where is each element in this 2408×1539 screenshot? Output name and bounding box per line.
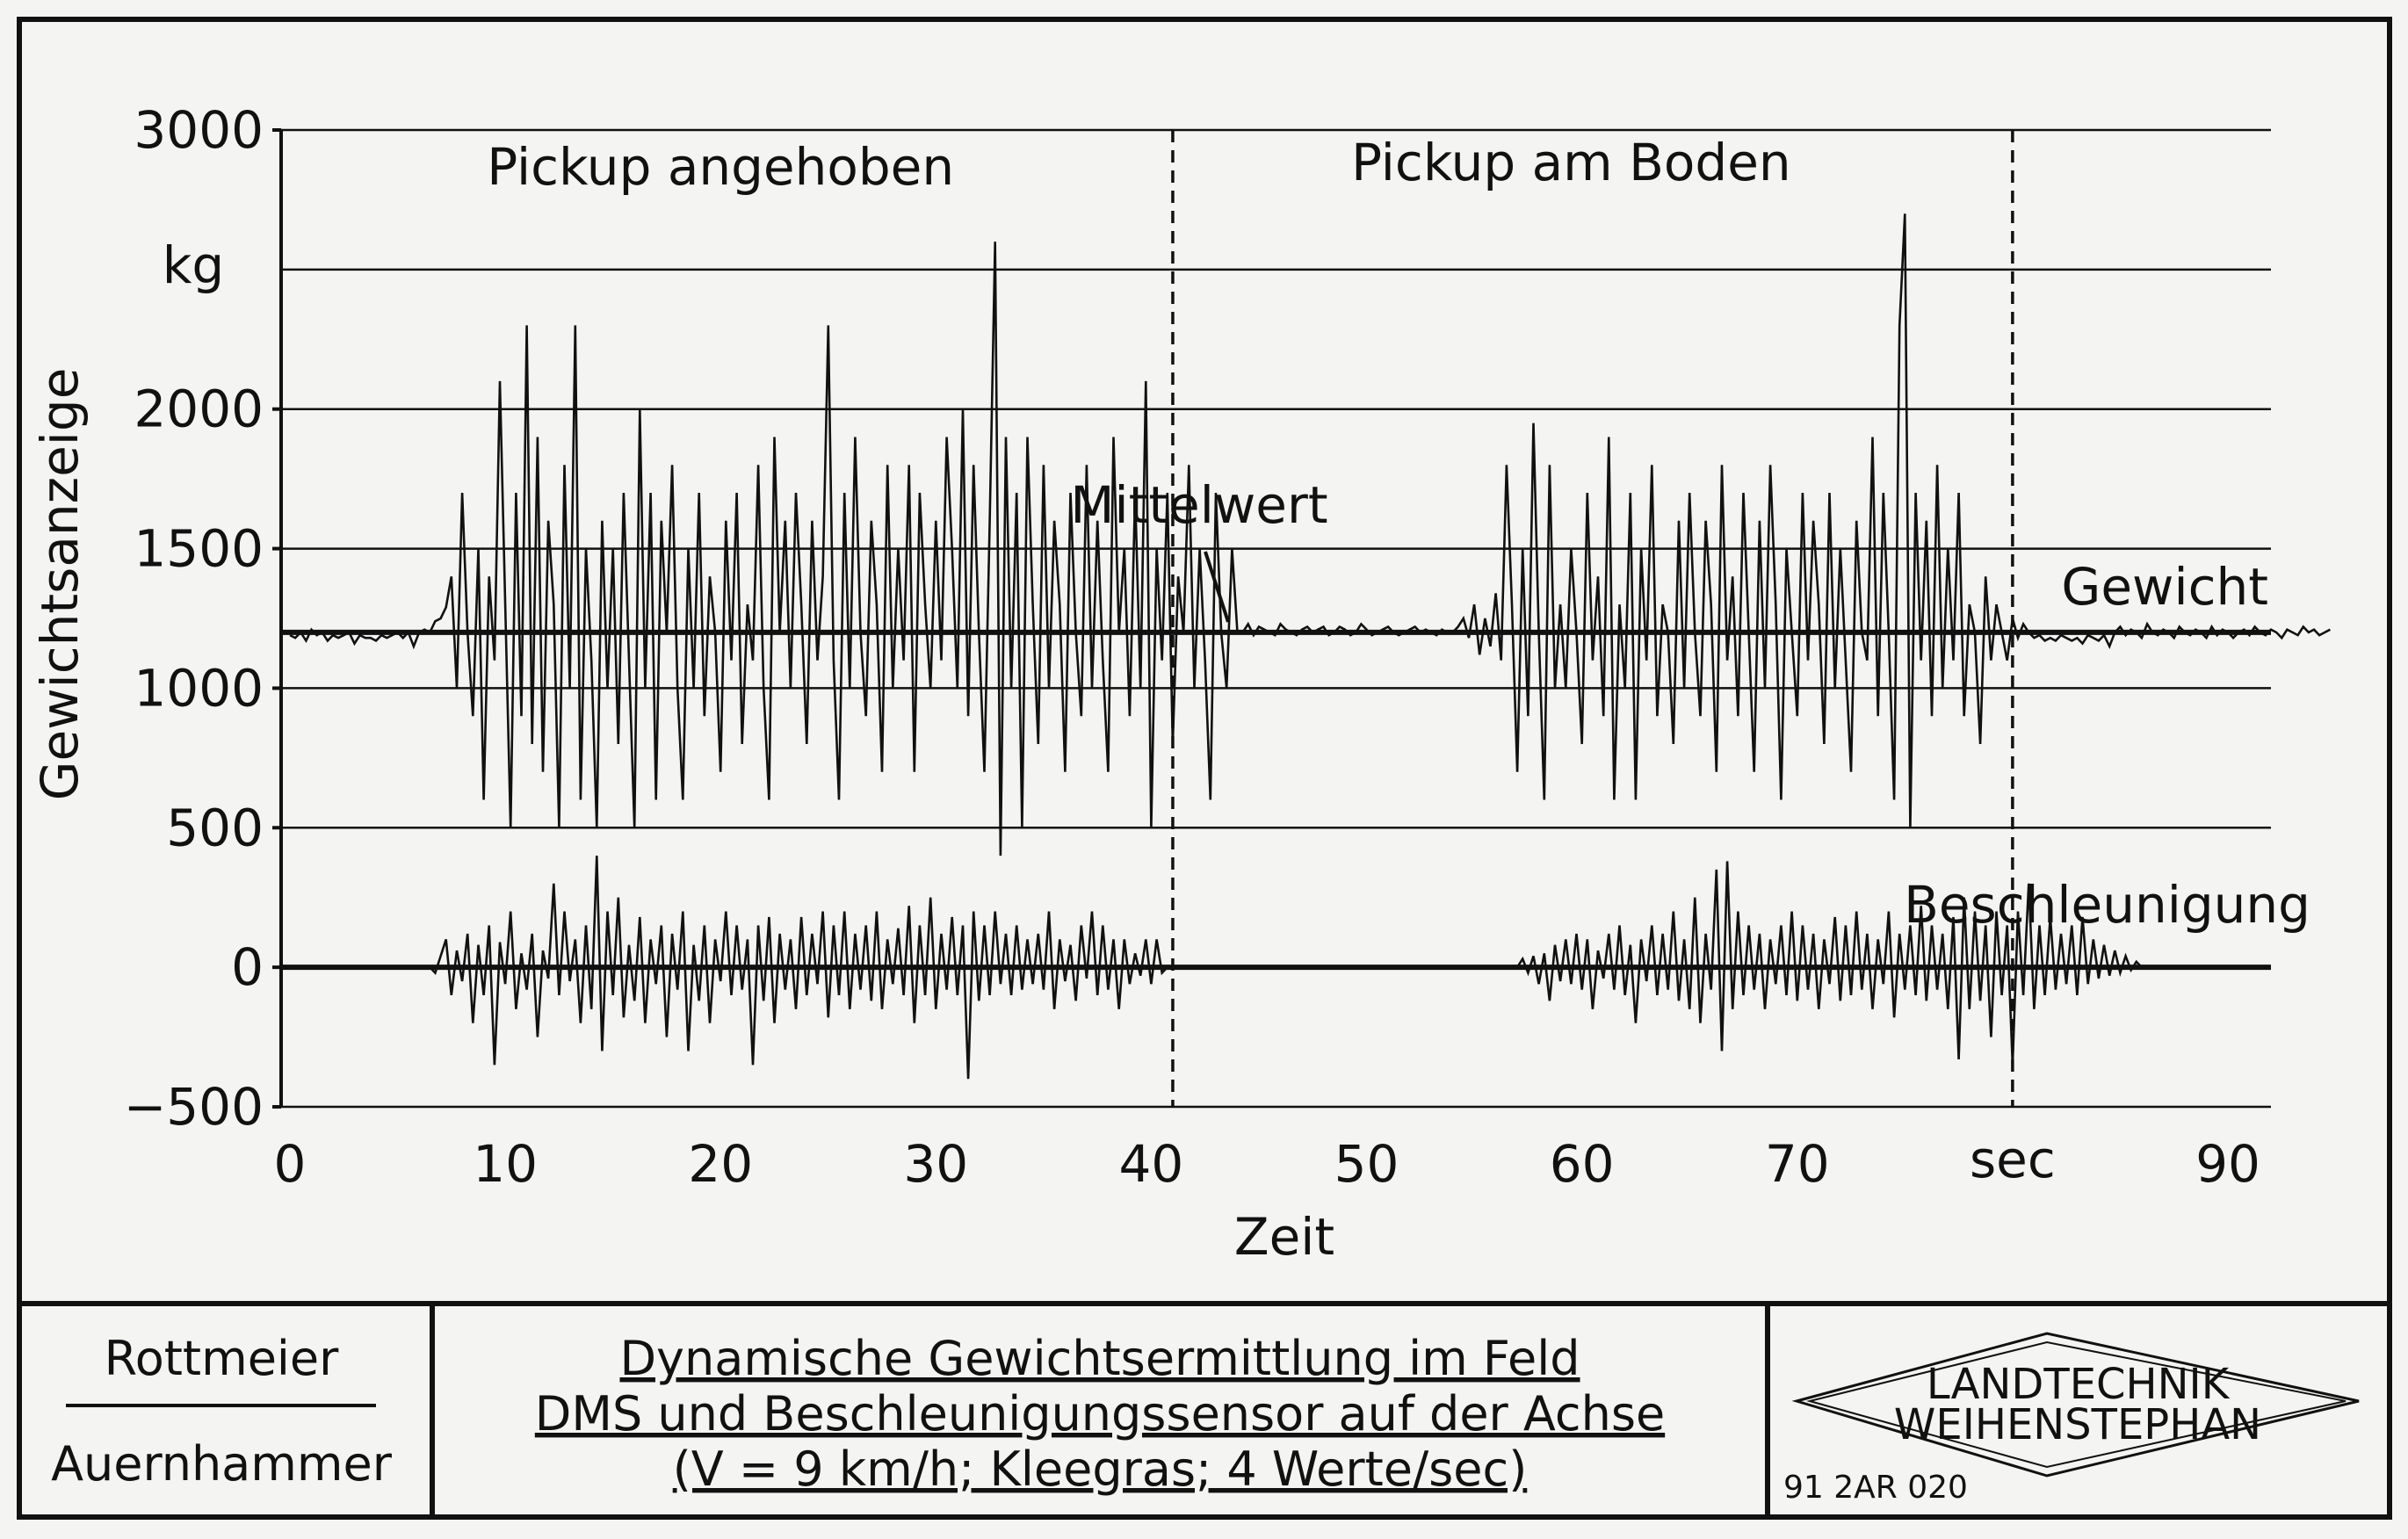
y-tick-label: 3000 xyxy=(134,100,264,160)
footer: Rottmeier Auernhammer Dynamische Gewicht… xyxy=(51,1304,2360,1517)
x-unit: sec xyxy=(1970,1130,2056,1189)
x-tick-label: 0 xyxy=(274,1134,307,1194)
title-line-1: Dynamische Gewichtsermittlung im Feld xyxy=(619,1331,1580,1386)
author-1: Rottmeier xyxy=(105,1331,340,1386)
series-group xyxy=(289,213,2332,1080)
logo-diamond xyxy=(1791,1332,2360,1478)
document-code: 91 2AR 020 xyxy=(1783,1470,1968,1506)
annotation-mittelwert: Mittelwert xyxy=(1070,475,1327,535)
y-ticks: 3000 2000 1500 1000 500 0 −500 xyxy=(124,100,281,1137)
x-tick-label: 20 xyxy=(688,1134,753,1194)
phase-dividers xyxy=(1171,130,2014,1107)
author-2: Auernhammer xyxy=(51,1436,393,1492)
mittelwert-pointer xyxy=(1204,551,1230,623)
title-line-3: (V = 9 km/h; Kleegras; 4 Werte/sec) xyxy=(673,1441,1528,1497)
logo-line-1: LANDTECHNIK xyxy=(1927,1360,2231,1409)
outer-border xyxy=(17,17,2392,1520)
series-line-gewicht xyxy=(289,213,2332,856)
x-tick-label: 70 xyxy=(1765,1134,1830,1194)
phase-label-pickup-am-boden: Pickup am Boden xyxy=(1351,133,1791,192)
phase-label-pickup-angehoben: Pickup angehoben xyxy=(487,137,954,197)
title-line-2: DMS und Beschleunigungssensor auf der Ac… xyxy=(535,1386,1665,1441)
annotation-gewicht: Gewicht xyxy=(2061,557,2268,617)
y-tick-label: 1500 xyxy=(134,519,264,579)
y-axis-label: Gewichtsanzeige xyxy=(30,368,90,801)
y-tick-label: −500 xyxy=(124,1077,264,1137)
x-axis-label: Zeit xyxy=(1234,1207,1334,1267)
x-tick-label: 50 xyxy=(1334,1134,1399,1194)
x-ticks: 0 10 20 30 40 50 60 70 90 xyxy=(274,1134,2260,1194)
y-tick-label: 1000 xyxy=(134,658,264,718)
annotation-beschleunigung: Beschleunigung xyxy=(1904,875,2310,935)
x-tick-label: 30 xyxy=(903,1134,968,1194)
y-tick-label: 0 xyxy=(231,937,264,997)
y-tick-label: 500 xyxy=(166,798,264,857)
x-tick-label: 40 xyxy=(1119,1134,1184,1194)
x-tick-label: 60 xyxy=(1550,1134,1615,1194)
mean-lines xyxy=(281,629,2271,971)
y-unit: kg xyxy=(163,235,224,295)
x-tick-label: 10 xyxy=(473,1134,538,1194)
logo-diamond-inner xyxy=(1806,1340,2347,1469)
x-tick-label: 90 xyxy=(2195,1134,2260,1194)
y-tick-label: 2000 xyxy=(134,379,264,439)
logo-line-2: WEIHENSTEPHAN xyxy=(1894,1400,2261,1449)
